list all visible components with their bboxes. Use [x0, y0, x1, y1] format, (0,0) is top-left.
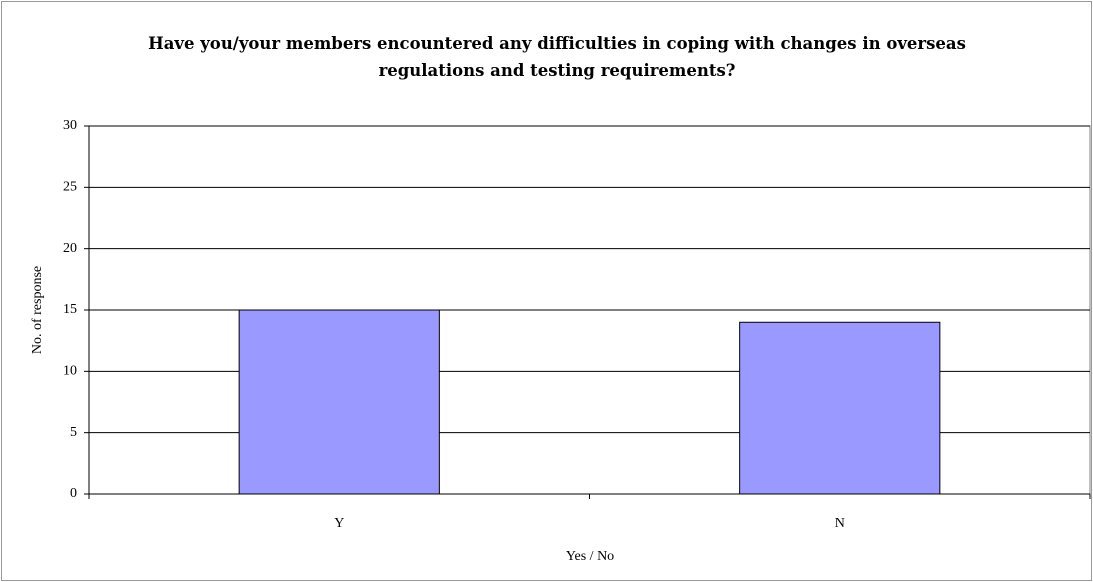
y-tick-label: 25	[63, 180, 77, 195]
y-tick-label: 30	[63, 118, 77, 133]
y-tick-label: 0	[70, 486, 77, 501]
bar	[739, 321, 941, 495]
bar	[238, 309, 440, 495]
y-tick-label: 15	[63, 302, 77, 317]
y-axis-label: No. of response	[30, 266, 45, 354]
y-tick-label: 10	[63, 364, 77, 379]
chart-title: Have you/your members encountered any di…	[148, 34, 966, 80]
y-tick-label: 20	[63, 241, 77, 256]
x-axis-label: Yes / No	[566, 549, 614, 564]
y-tick-label: 5	[70, 425, 77, 440]
x-tick-label: Y	[334, 516, 344, 531]
x-tick-label: N	[835, 516, 845, 531]
